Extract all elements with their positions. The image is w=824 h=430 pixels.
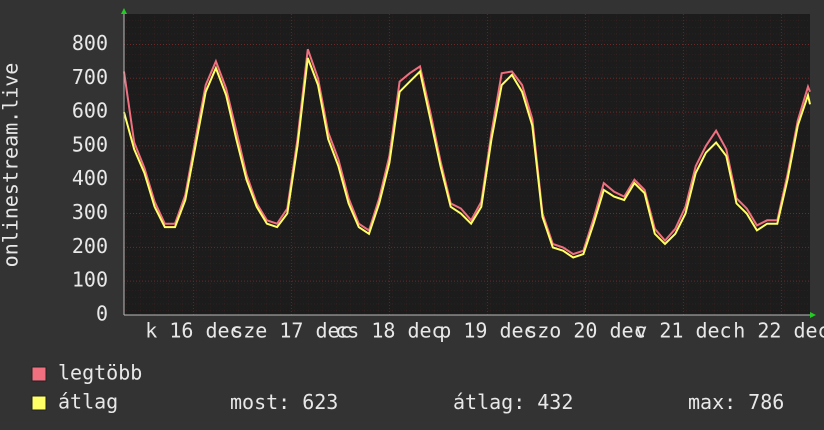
stat-value: 432 xyxy=(537,390,573,414)
x-tick-label: k 16 dec xyxy=(145,319,241,343)
y-tick-label: 300 xyxy=(72,200,108,224)
stat-value: 786 xyxy=(748,390,784,414)
legend-swatch xyxy=(31,395,47,411)
y-tick-label: 100 xyxy=(72,268,108,292)
series-line xyxy=(123,48,811,256)
x-tick-label: h 22 dec xyxy=(733,319,824,343)
stat: most: 623 xyxy=(230,390,338,414)
stat-label: átlag: xyxy=(453,390,525,414)
y-tick-label: 600 xyxy=(72,99,108,123)
minor-grid xyxy=(124,14,810,315)
y-arrow xyxy=(121,8,127,14)
y-tick-label: 700 xyxy=(72,65,108,89)
y-tick-label: 0 xyxy=(96,302,108,326)
x-tick-label: p 19 dec xyxy=(439,319,535,343)
plot xyxy=(123,14,811,316)
series-line xyxy=(123,57,811,259)
stat: átlag: 432 xyxy=(453,390,573,414)
stat-value: 623 xyxy=(302,390,338,414)
stat: max: 786 xyxy=(688,390,784,414)
y-tick-label: 200 xyxy=(72,234,108,258)
legend-label: átlag xyxy=(58,390,118,414)
y-axis-label: onlinestream.live xyxy=(0,63,23,268)
y-tick-label: 800 xyxy=(72,31,108,55)
legend-label: legtöbb xyxy=(58,361,142,385)
y-tick-label: 500 xyxy=(72,132,108,156)
x-arrow xyxy=(810,312,816,318)
x-tick-label: sze 17 dec xyxy=(231,319,351,343)
x-tick-label: szo 20 dec xyxy=(525,319,645,343)
legend-swatch xyxy=(31,366,47,382)
x-tick-label: v 21 dec xyxy=(635,319,731,343)
x-tick-label: cs 18 dec xyxy=(335,319,443,343)
stat-label: max: xyxy=(688,390,736,414)
y-tick-label: 400 xyxy=(72,166,108,190)
stat-label: most: xyxy=(230,390,290,414)
